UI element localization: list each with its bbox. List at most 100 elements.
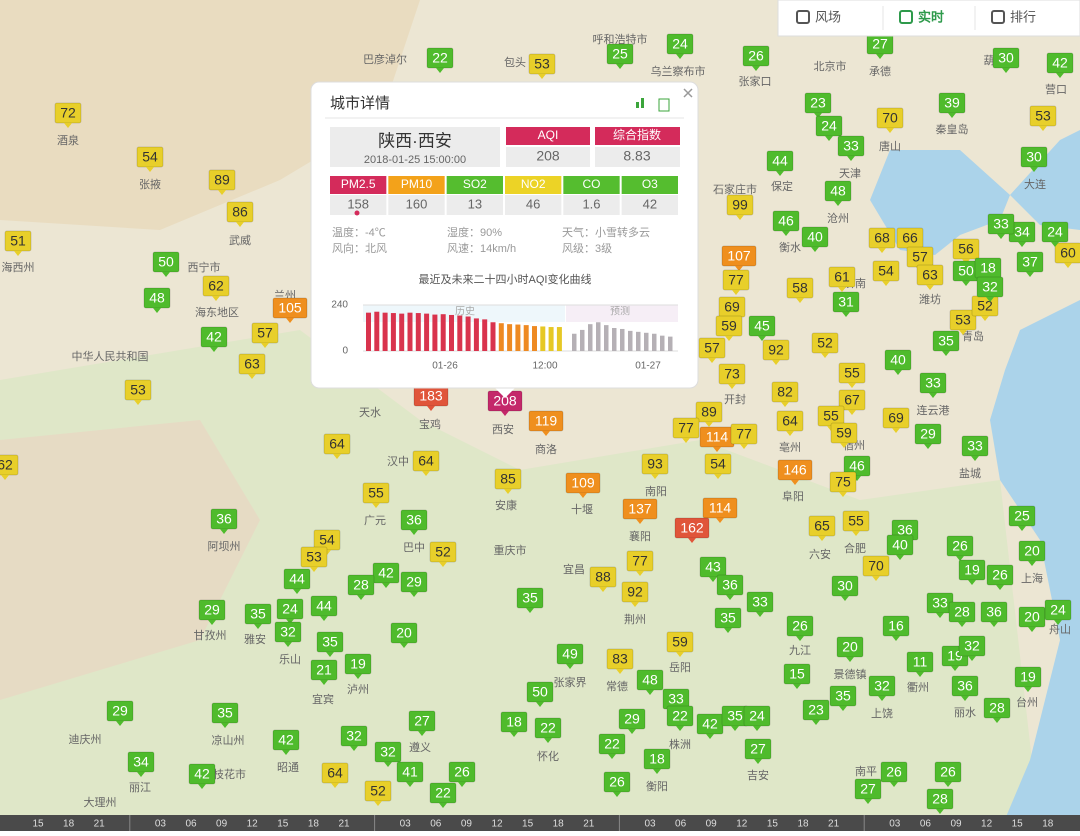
- aqi-marker[interactable]: 20: [1018, 606, 1046, 632]
- timeline-label[interactable]: 06: [185, 819, 197, 830]
- aqi-marker[interactable]: 42: [272, 729, 300, 755]
- aqi-marker[interactable]: 23: [804, 92, 832, 118]
- aqi-marker[interactable]: 24: [1041, 221, 1069, 247]
- aqi-marker[interactable]: 23: [802, 699, 830, 725]
- aqi-marker[interactable]: 55: [838, 362, 866, 388]
- aqi-marker[interactable]: 18: [643, 748, 671, 774]
- aqi-marker[interactable]: 77: [722, 269, 750, 295]
- aqi-marker[interactable]: 93: [641, 453, 669, 479]
- timeline-label[interactable]: 06: [675, 819, 687, 830]
- aqi-marker[interactable]: 61: [828, 266, 856, 292]
- aqi-marker[interactable]: 54: [704, 453, 732, 479]
- aqi-marker[interactable]: 35: [516, 587, 544, 613]
- aqi-marker[interactable]: 107: [721, 245, 757, 271]
- aqi-marker[interactable]: 35: [316, 631, 344, 657]
- aqi-marker[interactable]: 105: [272, 297, 308, 323]
- aqi-marker[interactable]: 68: [868, 227, 896, 253]
- aqi-marker[interactable]: 24: [815, 115, 843, 141]
- toolbar-icon[interactable]: [796, 10, 810, 24]
- aqi-marker[interactable]: 52: [429, 541, 457, 567]
- aqi-marker[interactable]: 51: [4, 230, 32, 256]
- aqi-marker[interactable]: 26: [986, 564, 1014, 590]
- aqi-marker[interactable]: 32: [958, 635, 986, 661]
- aqi-marker[interactable]: 58: [786, 277, 814, 303]
- aqi-marker[interactable]: 77: [672, 417, 700, 443]
- aqi-marker[interactable]: 42: [372, 562, 400, 588]
- aqi-marker[interactable]: 29: [618, 708, 646, 734]
- timeline-label[interactable]: 15: [767, 819, 779, 830]
- aqi-marker[interactable]: 20: [390, 622, 418, 648]
- aqi-marker[interactable]: 89: [695, 401, 723, 427]
- aqi-marker[interactable]: 26: [786, 615, 814, 641]
- timeline-label[interactable]: 21: [828, 819, 840, 830]
- aqi-marker[interactable]: 57: [698, 337, 726, 363]
- aqi-marker[interactable]: 64: [412, 450, 440, 476]
- aqi-marker[interactable]: 32: [374, 741, 402, 767]
- aqi-marker[interactable]: 41: [396, 761, 424, 787]
- aqi-marker[interactable]: 55: [817, 405, 845, 431]
- aqi-marker[interactable]: 29: [106, 700, 134, 726]
- aqi-marker[interactable]: 32: [976, 276, 1004, 302]
- aqi-marker[interactable]: 28: [948, 601, 976, 627]
- aqi-marker[interactable]: 20: [836, 636, 864, 662]
- aqi-marker[interactable]: 75: [829, 471, 857, 497]
- timeline-label[interactable]: 12: [981, 819, 993, 830]
- aqi-marker[interactable]: 26: [880, 761, 908, 787]
- aqi-marker[interactable]: 52: [364, 780, 392, 806]
- aqi-marker[interactable]: 50: [152, 251, 180, 277]
- aqi-marker[interactable]: 25: [1008, 505, 1036, 531]
- timeline-label[interactable]: 21: [338, 819, 350, 830]
- aqi-marker[interactable]: 99: [726, 194, 754, 220]
- aqi-marker[interactable]: 50: [526, 681, 554, 707]
- aqi-marker[interactable]: 33: [926, 592, 954, 618]
- aqi-marker[interactable]: 21: [310, 659, 338, 685]
- timeline-label[interactable]: 18: [63, 819, 75, 830]
- aqi-marker[interactable]: 67: [838, 389, 866, 415]
- aqi-marker[interactable]: 45: [748, 315, 776, 341]
- aqi-marker[interactable]: 20: [1018, 540, 1046, 566]
- aqi-marker[interactable]: 40: [801, 226, 829, 252]
- aqi-marker[interactable]: 48: [824, 180, 852, 206]
- aqi-marker[interactable]: 16: [882, 615, 910, 641]
- aqi-marker[interactable]: 43: [699, 556, 727, 582]
- aqi-marker[interactable]: 54: [872, 260, 900, 286]
- aqi-marker[interactable]: 35: [932, 330, 960, 356]
- aqi-marker[interactable]: 35: [211, 702, 239, 728]
- aqi-marker[interactable]: 30: [1020, 146, 1048, 172]
- aqi-marker[interactable]: 24: [743, 705, 771, 731]
- aqi-marker[interactable]: 26: [448, 761, 476, 787]
- aqi-marker[interactable]: 11: [906, 651, 934, 677]
- close-button[interactable]: [683, 88, 693, 98]
- aqi-marker[interactable]: 33: [961, 435, 989, 461]
- aqi-marker[interactable]: 60: [1054, 242, 1080, 268]
- aqi-marker[interactable]: 35: [829, 685, 857, 711]
- aqi-marker[interactable]: 34: [127, 751, 155, 777]
- aqi-marker[interactable]: 27: [744, 738, 772, 764]
- aqi-marker[interactable]: 39: [938, 92, 966, 118]
- aqi-marker[interactable]: 24: [666, 33, 694, 59]
- aqi-marker[interactable]: 64: [776, 410, 804, 436]
- aqi-marker[interactable]: 19: [1014, 666, 1042, 692]
- aqi-marker[interactable]: 42: [188, 763, 216, 789]
- aqi-marker[interactable]: 162: [674, 517, 710, 543]
- timeline-label[interactable]: 03: [889, 819, 901, 830]
- aqi-marker[interactable]: 52: [971, 295, 999, 321]
- aqi-marker[interactable]: 62: [0, 454, 19, 480]
- aqi-marker[interactable]: 53: [528, 53, 556, 79]
- aqi-marker[interactable]: 37: [1016, 251, 1044, 277]
- aqi-marker[interactable]: 52: [811, 332, 839, 358]
- aqi-marker[interactable]: 27: [854, 778, 882, 804]
- aqi-marker[interactable]: 89: [208, 169, 236, 195]
- timeline-label[interactable]: 15: [522, 819, 534, 830]
- aqi-marker[interactable]: 27: [408, 710, 436, 736]
- aqi-marker[interactable]: 22: [666, 705, 694, 731]
- aqi-marker[interactable]: 42: [200, 326, 228, 352]
- aqi-marker[interactable]: 77: [730, 423, 758, 449]
- toolbar-item[interactable]: 排行: [1010, 9, 1036, 24]
- aqi-marker[interactable]: 28: [347, 574, 375, 600]
- aqi-marker[interactable]: 29: [198, 599, 226, 625]
- timeline-label[interactable]: 12: [247, 819, 259, 830]
- aqi-marker[interactable]: 36: [400, 509, 428, 535]
- aqi-marker[interactable]: 82: [771, 381, 799, 407]
- aqi-marker[interactable]: 86: [226, 201, 254, 227]
